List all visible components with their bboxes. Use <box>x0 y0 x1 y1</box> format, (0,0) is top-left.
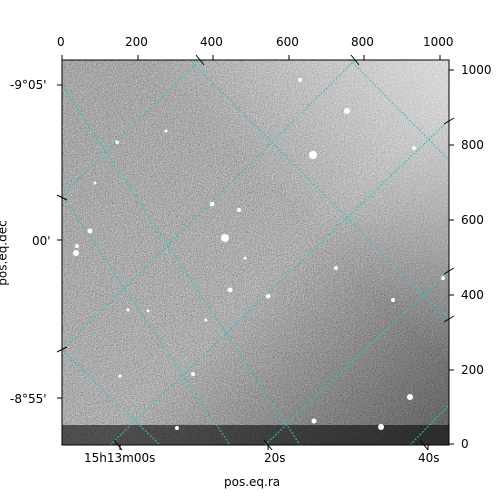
star <box>378 424 384 430</box>
left-tick-label: -8°55' <box>10 392 47 406</box>
grid-line <box>62 194 231 445</box>
grid-edge-tick <box>56 194 68 201</box>
right-tick-label: 1000 <box>461 63 492 77</box>
star <box>237 208 241 212</box>
sky-image <box>62 60 449 445</box>
grid-line <box>409 404 449 445</box>
bottom-tick-label: 20s <box>264 451 286 465</box>
star <box>164 129 168 133</box>
star <box>75 244 79 248</box>
grid-line <box>62 84 301 445</box>
top-tick-label: 1000 <box>423 35 454 49</box>
right-tick-label: 0 <box>461 437 469 451</box>
star <box>191 372 195 376</box>
grid-edge-tick <box>443 315 455 323</box>
star <box>126 308 130 312</box>
grid-line <box>264 269 449 445</box>
grid-edge-tick <box>56 346 68 353</box>
grid-edge-tick <box>350 54 360 66</box>
bottom-tick-label: 15h13m00s <box>84 451 156 465</box>
star <box>407 394 413 400</box>
star <box>221 234 229 242</box>
star <box>227 287 233 293</box>
star <box>87 228 93 234</box>
star <box>298 78 302 82</box>
grid-edge-tick <box>113 439 123 451</box>
star <box>93 181 97 185</box>
star <box>118 374 122 378</box>
right-tick-label: 200 <box>461 363 484 377</box>
star <box>204 318 208 322</box>
top-tick-label: 400 <box>200 35 223 49</box>
grid-edge-tick <box>195 54 205 66</box>
right-tick-label: 400 <box>461 288 484 302</box>
star <box>309 151 317 159</box>
star <box>73 250 79 256</box>
grid-edge-tick <box>443 267 455 275</box>
star-sources <box>73 78 445 430</box>
grid-edge-tick <box>419 439 429 451</box>
star <box>311 418 317 424</box>
bottom-tick-label: 40s <box>418 451 440 465</box>
star <box>265 293 271 299</box>
star <box>243 256 247 260</box>
grid-edge-tick <box>443 117 455 125</box>
star <box>146 309 150 313</box>
star <box>391 298 395 302</box>
x-axis-label: pos.eq.ra <box>224 475 281 489</box>
coordinate-grid <box>62 60 449 445</box>
grid-line <box>349 60 449 161</box>
grid-line <box>62 60 201 196</box>
grid-line <box>62 60 356 351</box>
grid-line <box>62 349 161 445</box>
star <box>115 140 119 144</box>
right-tick-label: 800 <box>461 138 484 152</box>
left-tick-label: -9°05' <box>10 78 47 92</box>
grid-edge-tick <box>263 439 273 451</box>
star <box>175 426 179 430</box>
right-tick-label: 600 <box>461 213 484 227</box>
top-tick-label: 200 <box>125 35 148 49</box>
plot-frame <box>61 59 450 446</box>
y-axis-label: pos.eq.dec <box>0 220 10 286</box>
grid-line <box>109 119 449 445</box>
star <box>441 276 445 280</box>
axis-ticks <box>56 54 455 451</box>
star <box>344 108 350 114</box>
top-tick-label: 800 <box>351 35 374 49</box>
left-tick-label: 00' <box>32 234 51 248</box>
star <box>334 266 338 270</box>
top-tick-label: 0 <box>57 35 65 49</box>
star <box>209 201 215 207</box>
grid-line <box>189 60 449 321</box>
star <box>412 146 416 150</box>
top-tick-label: 600 <box>276 35 299 49</box>
